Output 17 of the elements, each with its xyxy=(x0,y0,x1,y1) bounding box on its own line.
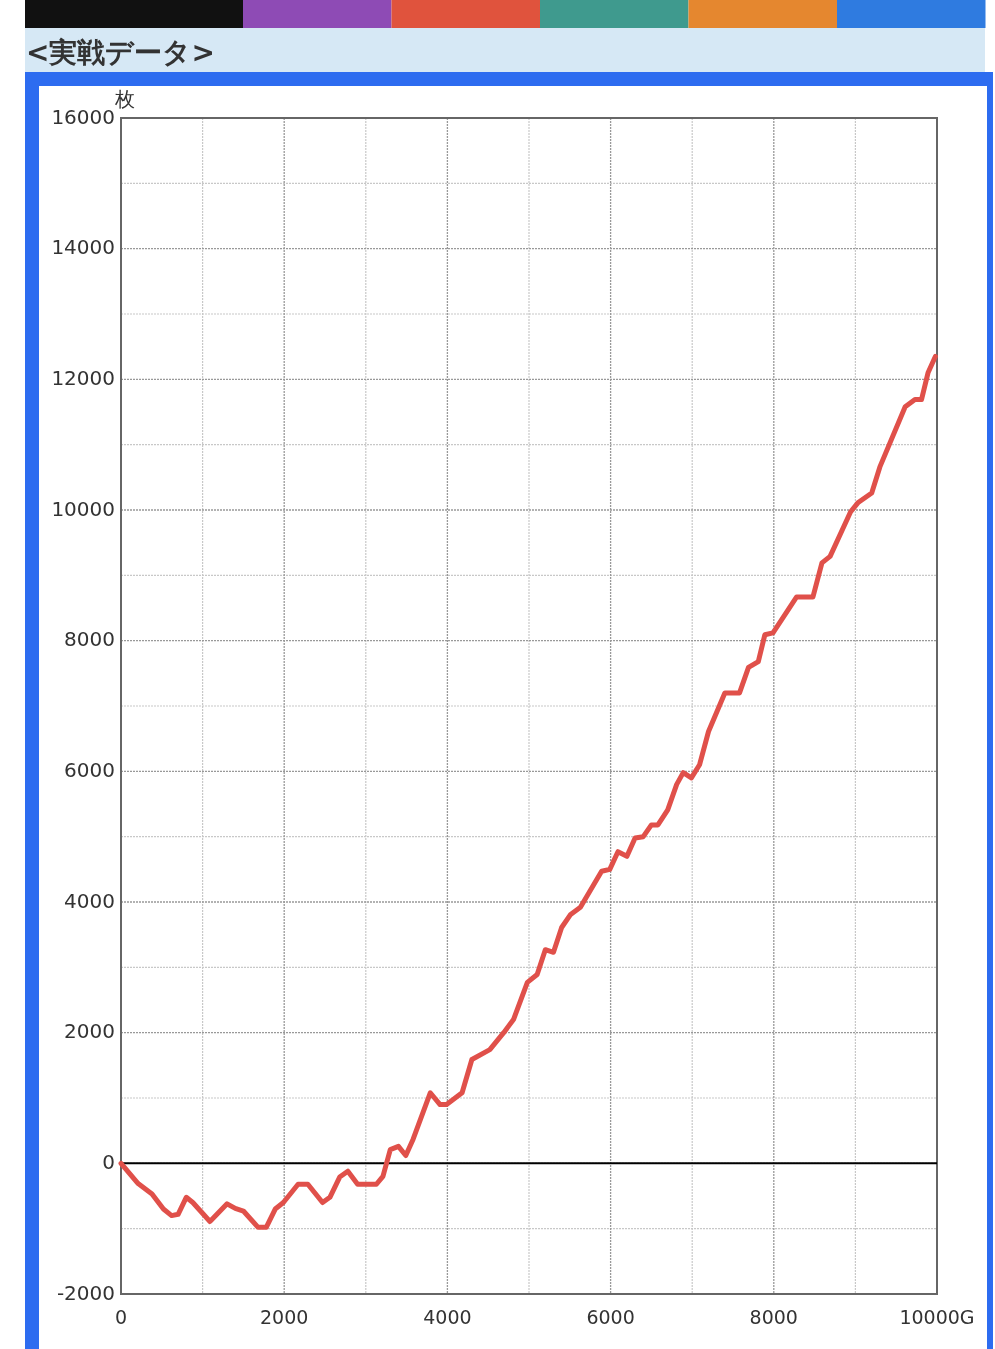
chart-title: <実戦データ> xyxy=(26,36,215,69)
x-tick-label: 8000 xyxy=(749,1306,798,1328)
y-tick-label: 12000 xyxy=(51,365,115,390)
x-tick-label: 6000 xyxy=(586,1306,635,1328)
y-tick-label: 8000 xyxy=(64,627,115,652)
x-tick-label: 10000G xyxy=(899,1306,975,1328)
y-tick-label: 0 xyxy=(102,1149,115,1174)
y-tick-label: -2000 xyxy=(56,1280,115,1305)
y-tick-label: 16000 xyxy=(51,104,115,129)
x-tick-label: 2000 xyxy=(260,1306,309,1328)
y-tick-label: 4000 xyxy=(64,888,115,913)
y-tick-label: 14000 xyxy=(51,235,115,260)
y-tick-label: 2000 xyxy=(64,1019,115,1044)
y-axis-title: 枚 xyxy=(114,87,135,111)
x-tick-label: 4000 xyxy=(423,1306,472,1328)
y-tick-label: 10000 xyxy=(51,496,115,521)
y-tick-label: 6000 xyxy=(64,757,115,782)
